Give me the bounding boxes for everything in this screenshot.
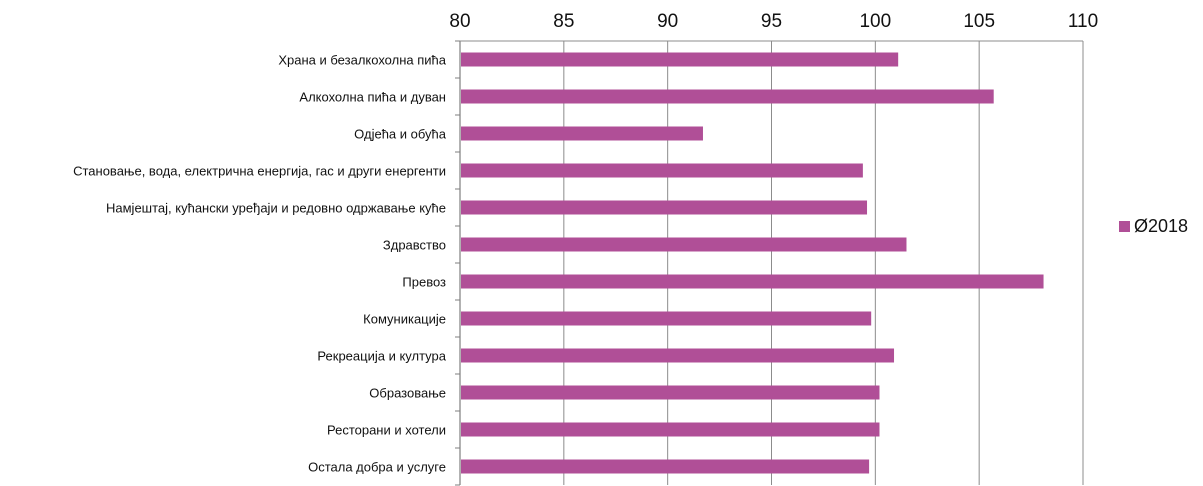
category-label: Становање, вода, електрична енергија, га… (73, 164, 446, 179)
bar (461, 163, 863, 178)
bar (461, 311, 872, 326)
category-label: Алкохолна пића и дуван (299, 90, 446, 105)
x-tick-label: 90 (657, 11, 678, 32)
category-label: Остала добра и услуге (308, 460, 446, 475)
category-label: Ресторани и хотели (327, 423, 446, 438)
bar (461, 52, 899, 67)
bar (461, 459, 870, 474)
category-label: Здравство (383, 238, 446, 253)
category-label: Превоз (402, 275, 446, 290)
x-tick-label: 80 (449, 11, 470, 32)
category-label: Одјећа и обућа (354, 127, 447, 142)
bar (461, 89, 994, 104)
bar (461, 422, 880, 437)
bar (461, 348, 895, 363)
category-label: Образовање (369, 386, 446, 401)
category-label: Рекреација и култура (317, 349, 446, 364)
x-tick-label: 95 (761, 11, 782, 32)
legend: Ø2018 (1119, 216, 1188, 237)
x-tick-label: 110 (1068, 11, 1098, 32)
bar (461, 237, 907, 252)
x-tick-label: 105 (963, 11, 995, 32)
legend-swatch (1119, 221, 1130, 232)
bar (461, 200, 868, 215)
bar (461, 274, 1044, 289)
x-tick-label: 100 (859, 11, 891, 32)
bar (461, 385, 880, 400)
x-tick-label: 85 (553, 11, 574, 32)
category-label: Намјештај, кућански уређаји и редовно од… (106, 201, 446, 216)
bar (461, 126, 703, 141)
legend-label: Ø2018 (1134, 216, 1189, 236)
category-label: Комуникације (363, 312, 446, 327)
category-label: Храна и безалкохолна пића (278, 53, 446, 68)
